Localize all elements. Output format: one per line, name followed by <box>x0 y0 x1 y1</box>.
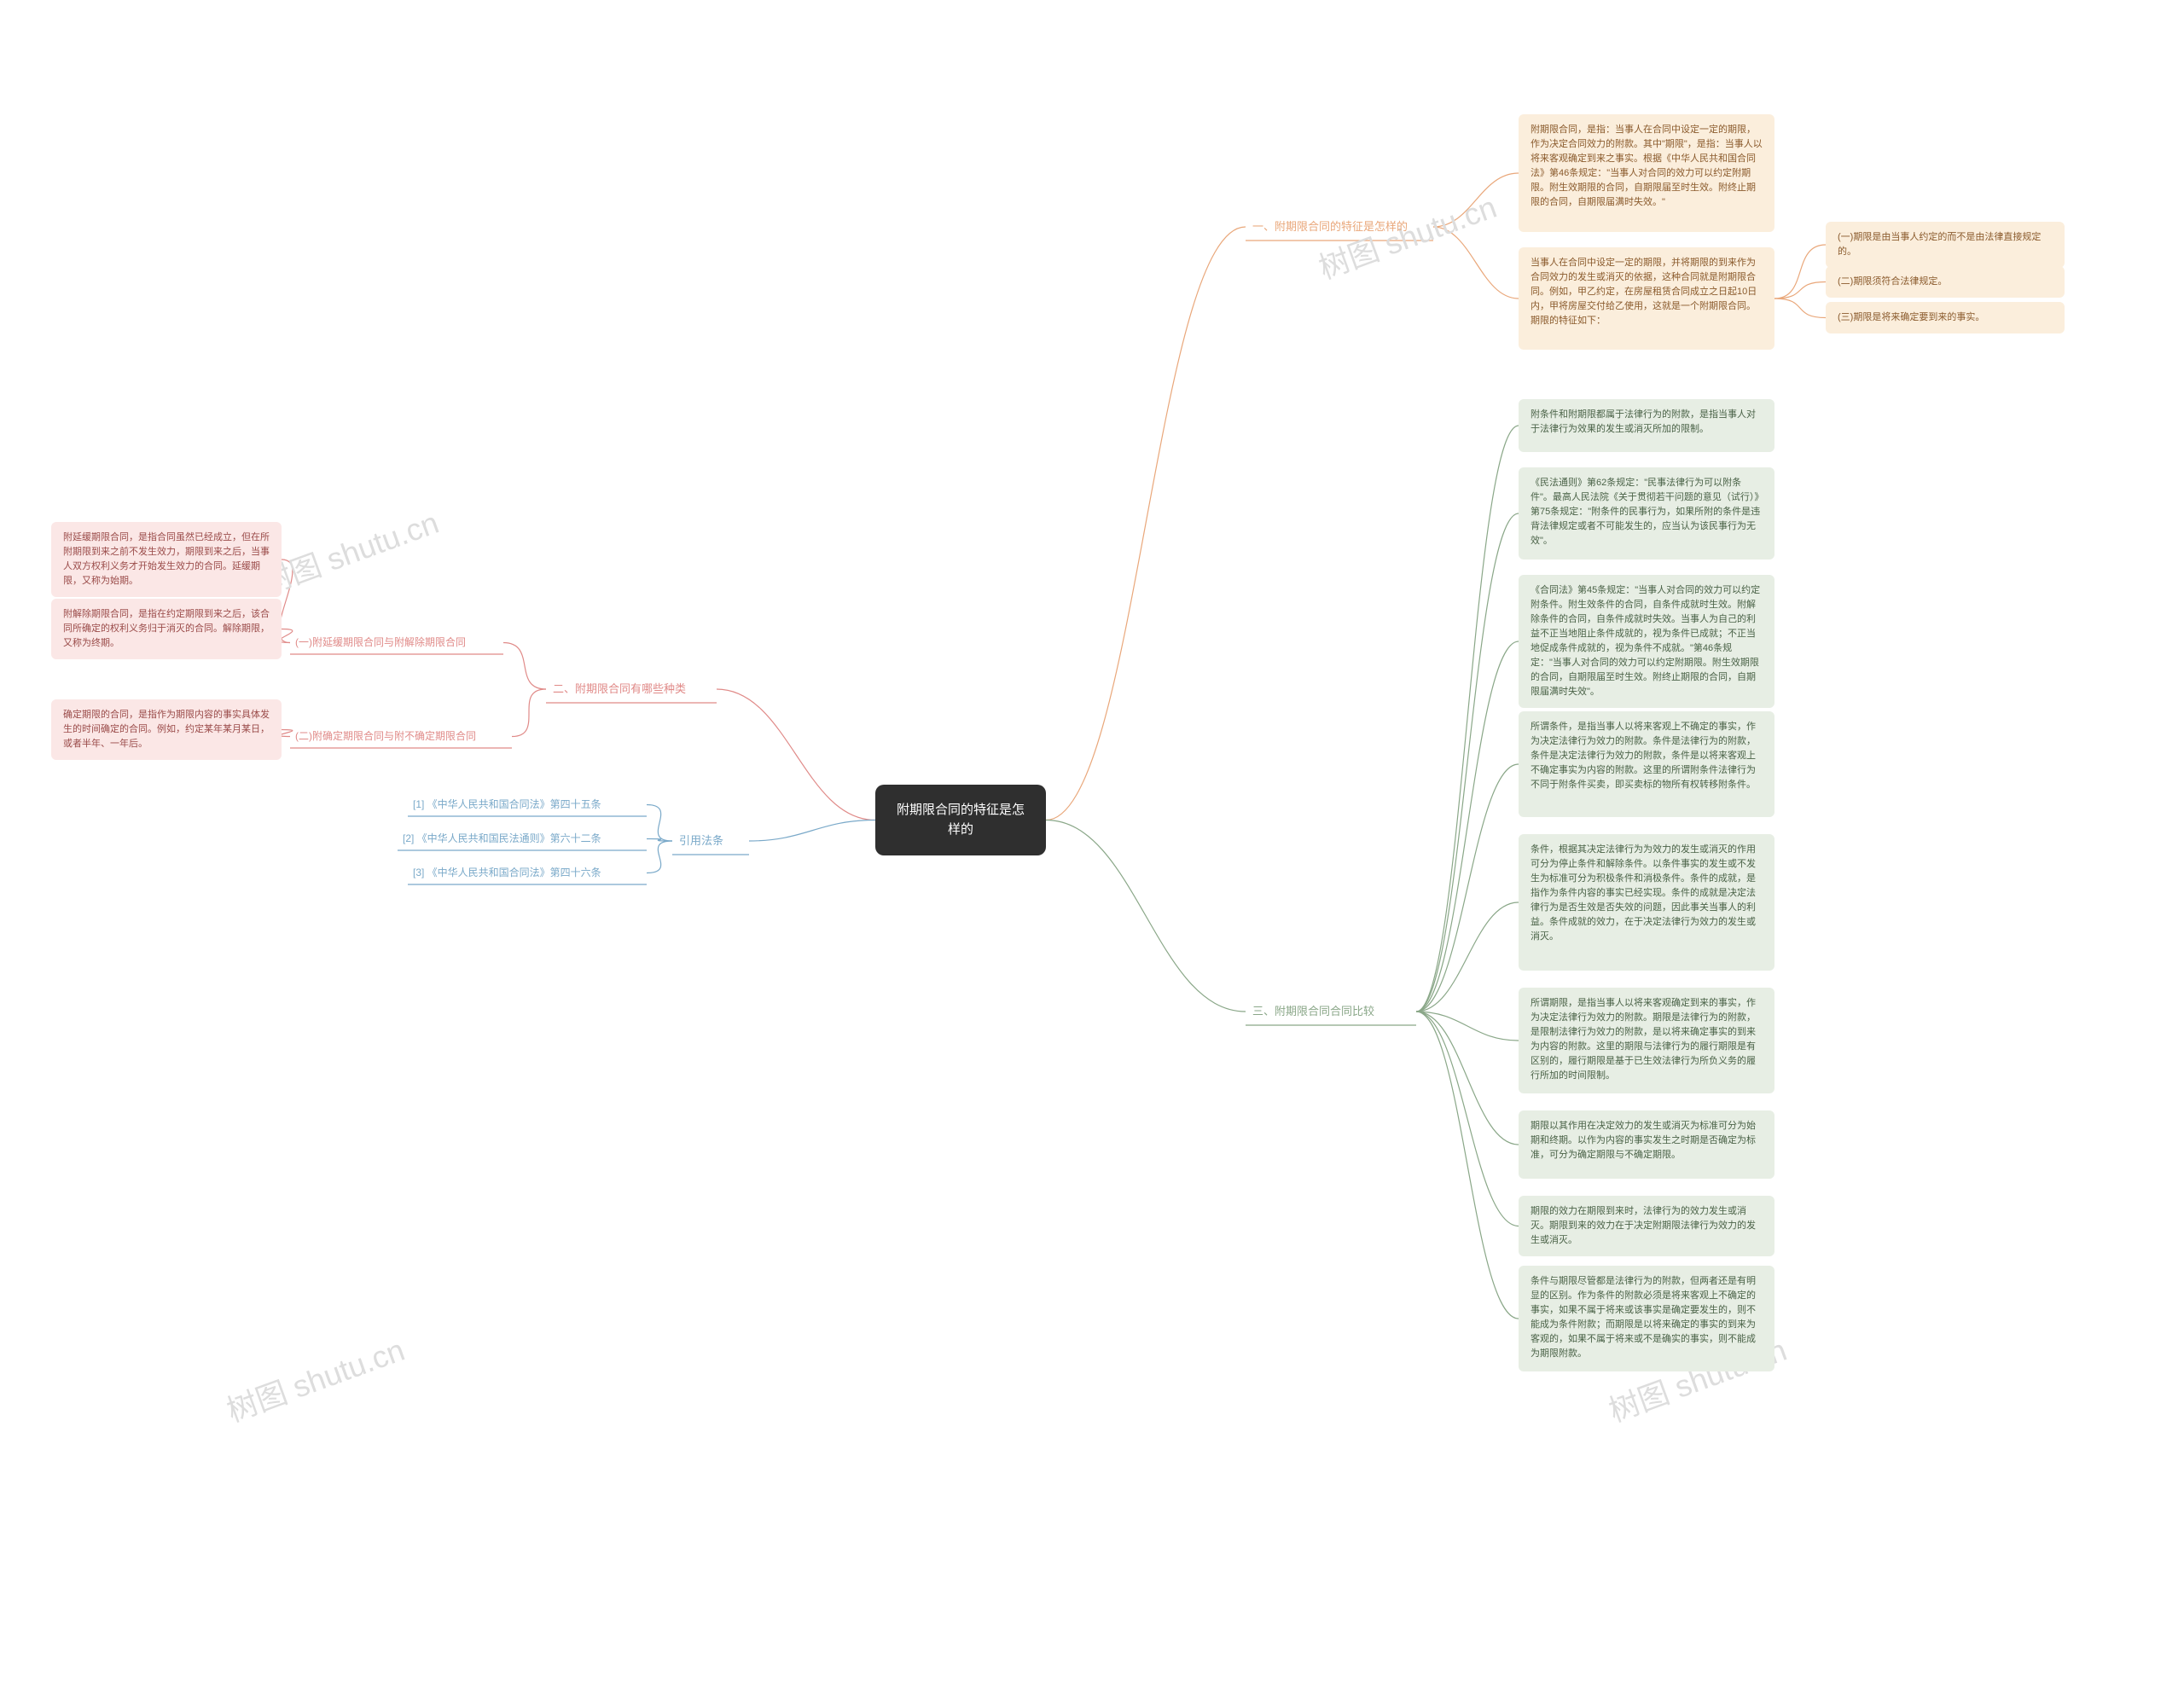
edge <box>1416 1012 1519 1226</box>
edge <box>647 839 672 842</box>
edge <box>512 689 546 737</box>
edge <box>1416 1012 1519 1041</box>
edge <box>647 841 672 873</box>
edge <box>647 805 672 842</box>
leaf-node: 附条件和附期限都属于法律行为的附款，是指当事人对于法律行为效果的发生或消灭所加的… <box>1519 399 1774 452</box>
edge <box>717 689 875 820</box>
edge <box>749 820 875 842</box>
sub-node: (二)附确定期限合同与附不确定期限合同 <box>290 725 512 748</box>
leaf-node: 附解除期限合同，是指在约定期限到来之后，该合同所确定的权利义务归于消灭的合同。解… <box>51 599 282 659</box>
mindmap-canvas: 树图 shutu.cn树图 shutu.cn树图 shutu.cn树图 shut… <box>0 0 2184 1693</box>
leaf-node: 期限的效力在期限到来时，法律行为的效力发生或消灭。期限到来的效力在于决定附期限法… <box>1519 1196 1774 1256</box>
edge <box>1416 1012 1519 1145</box>
leaf-node: 确定期限的合同，是指作为期限内容的事实具体发生的时间确定的合同。例如，约定某年某… <box>51 699 282 760</box>
edge <box>1416 764 1519 1012</box>
sub-node: [2] 《中华人民共和国民法通则》第六十二条 <box>398 827 647 850</box>
leaf-node: (三)期限是将来确定要到来的事实。 <box>1826 302 2065 333</box>
edge <box>1416 641 1519 1012</box>
leaf-node: 期限以其作用在决定效力的发生或消灭为标准可分为始期和终期。以作为内容的事实发生之… <box>1519 1110 1774 1179</box>
edge <box>503 643 546 690</box>
edge <box>1774 245 1826 299</box>
edge <box>1433 173 1519 227</box>
leaf-node: (一)期限是由当事人约定的而不是由法律直接规定的。 <box>1826 222 2065 268</box>
sub-node: (一)附延缓期限合同与附解除期限合同 <box>290 631 503 654</box>
watermark: 树图 shutu.cn <box>254 498 444 603</box>
center-node: 附期限合同的特征是怎样的 <box>875 785 1046 855</box>
edge <box>1416 513 1519 1012</box>
watermark: 树图 shutu.cn <box>220 1325 410 1430</box>
section-node: 二、附期限合同有哪些种类 <box>546 675 717 703</box>
leaf-node: 所谓条件，是指当事人以将来客观上不确定的事实，作为决定法律行为效力的附款。条件是… <box>1519 711 1774 817</box>
leaf-node: 条件，根据其决定法律行为为效力的发生或消灭的作用可分为停止条件和解除条件。以条件… <box>1519 834 1774 971</box>
sub-node: [3] 《中华人民共和国合同法》第四十六条 <box>408 861 647 884</box>
sub-node: [1] 《中华人民共和国合同法》第四十五条 <box>408 793 647 816</box>
edge <box>1416 1012 1519 1319</box>
leaf-node: 《民法通则》第62条规定："民事法律行为可以附条件"。最高人民法院《关于贯彻若干… <box>1519 467 1774 560</box>
edge <box>1046 820 1246 1012</box>
section-node: 一、附期限合同的特征是怎样的 <box>1246 213 1433 241</box>
leaf-node: 所谓期限，是指当事人以将来客观确定到来的事实，作为决定法律行为效力的附款。期限是… <box>1519 988 1774 1093</box>
edge <box>1774 299 1826 318</box>
leaf-node: 《合同法》第45条规定："当事人对合同的效力可以约定附条件。附生效条件的合同，自… <box>1519 575 1774 708</box>
section-node: 引用法条 <box>672 827 749 855</box>
edge <box>1046 227 1246 820</box>
leaf-node: 条件与期限尽管都是法律行为的附款，但两者还是有明显的区别。作为条件的附款必须是将… <box>1519 1266 1774 1371</box>
leaf-node: 当事人在合同中设定一定的期限，并将期限的到来作为合同效力的发生或消灭的依据，这种… <box>1519 247 1774 350</box>
section-node: 三、附期限合同合同比较 <box>1246 998 1416 1025</box>
edge <box>1774 282 1826 299</box>
leaf-node: 附延缓期限合同，是指合同虽然已经成立，但在所附期限到来之前不发生效力，期限到来之… <box>51 522 282 597</box>
edge <box>1416 902 1519 1012</box>
leaf-node: (二)期限须符合法律规定。 <box>1826 266 2065 298</box>
edge <box>1416 426 1519 1012</box>
edge <box>1433 227 1519 299</box>
leaf-node: 附期限合同，是指：当事人在合同中设定一定的期限，作为决定合同效力的附款。其中"期… <box>1519 114 1774 232</box>
